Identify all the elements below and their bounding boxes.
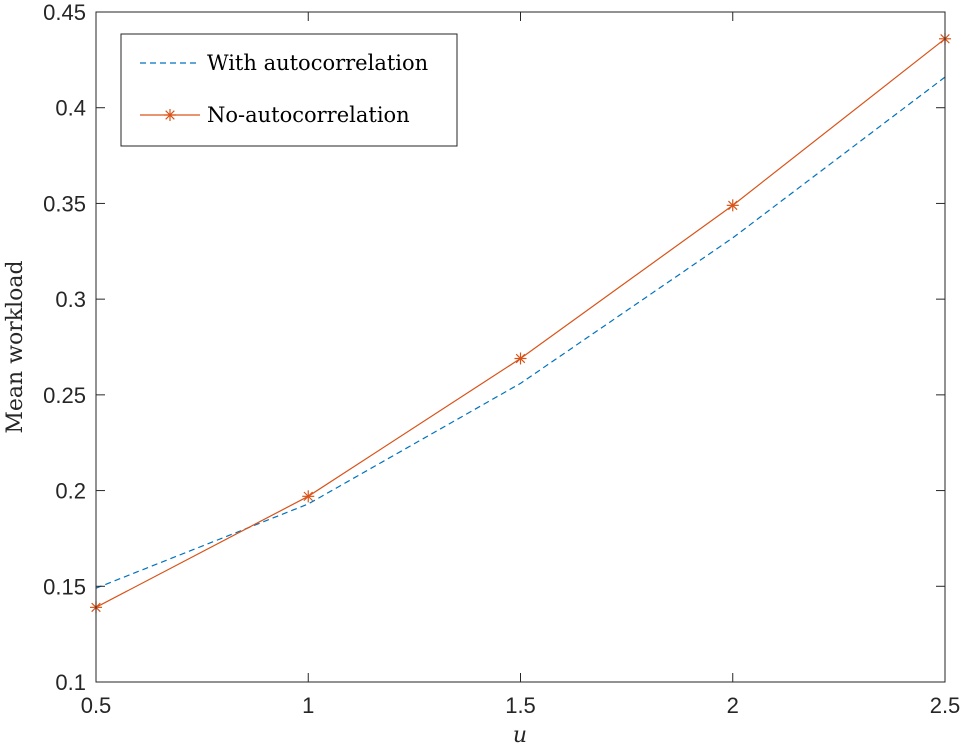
x-tick-label: 2.5 bbox=[930, 693, 961, 718]
legend-marker-asterisk bbox=[164, 109, 176, 121]
x-tick-label: 1 bbox=[302, 693, 314, 718]
y-tick-label: 0.15 bbox=[43, 574, 86, 599]
y-tick-label: 0.25 bbox=[43, 383, 86, 408]
y-tick-label: 0.2 bbox=[55, 479, 86, 504]
y-axis-label: Mean workload bbox=[3, 260, 28, 433]
series-line-with-autocorrelation bbox=[95, 76, 946, 589]
x-tick-label: 0.5 bbox=[81, 693, 112, 718]
x-tick-label: 1.5 bbox=[505, 693, 536, 718]
x-axis-label: u bbox=[513, 723, 527, 748]
y-tick-label: 0.1 bbox=[55, 670, 86, 695]
legend-label-no-autocorrelation: No-autocorrelation bbox=[207, 103, 410, 127]
y-tick-label: 0.4 bbox=[55, 96, 86, 121]
ticks-layer: 0.5 1 1.5 2 2.5 0.1 0.15 0.2 0.25 0.3 0.35 0.4 0.45 bbox=[43, 0, 960, 718]
legend-box bbox=[120, 33, 458, 147]
legend-asterisk bbox=[164, 109, 176, 121]
legend: With autocorrelation No-autocorrelation bbox=[120, 33, 458, 147]
y-tick-label: 0.35 bbox=[43, 191, 86, 216]
y-tick-label: 0.3 bbox=[55, 287, 86, 312]
data-point-marker bbox=[514, 352, 527, 365]
data-point-marker bbox=[302, 490, 315, 503]
y-tick-label: 0.45 bbox=[43, 0, 86, 25]
data-point-marker bbox=[726, 199, 739, 212]
x-tick-label: 2 bbox=[727, 693, 739, 718]
legend-label-with-autocorrelation: With autocorrelation bbox=[207, 51, 428, 75]
